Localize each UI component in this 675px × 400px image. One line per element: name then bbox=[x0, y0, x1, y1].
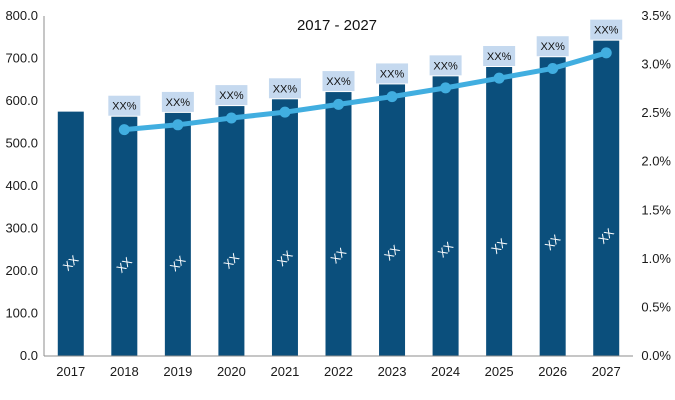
line-data-label: XX% bbox=[273, 83, 298, 95]
line-label-box bbox=[322, 71, 355, 92]
line-point bbox=[118, 124, 130, 136]
bar bbox=[271, 99, 298, 357]
line-label-box bbox=[483, 46, 516, 66]
bars-layer: XX XX XX XX XX XX XX XX XX XX XX bbox=[57, 40, 620, 357]
y-left-tick-label: 800.0 bbox=[5, 8, 38, 23]
line-label-box bbox=[268, 78, 301, 99]
x-tick-label: 2017 bbox=[56, 364, 85, 379]
y-left-tick-label: 600.0 bbox=[5, 93, 38, 108]
y-left-tick-label: 300.0 bbox=[5, 221, 38, 236]
y-left-tick-label: 400.0 bbox=[5, 178, 38, 193]
line-data-label: XX% bbox=[594, 25, 619, 37]
x-tick-label: 2026 bbox=[538, 364, 567, 379]
line-data-label: XX% bbox=[487, 51, 512, 63]
y-right-tick-label: 2.0% bbox=[641, 154, 671, 169]
line-label-box bbox=[108, 95, 141, 116]
y-right-tick-label: 0.0% bbox=[641, 348, 671, 363]
line-label-box bbox=[536, 36, 569, 57]
line-data-label: XX% bbox=[112, 101, 137, 113]
y-left-tick-label: 200.0 bbox=[5, 263, 38, 278]
line-point bbox=[547, 62, 559, 74]
y-right-tick-label: 1.0% bbox=[641, 251, 671, 266]
line-point bbox=[279, 106, 291, 118]
y-left-tick-label: 500.0 bbox=[5, 136, 38, 151]
line-point bbox=[172, 119, 184, 131]
bar bbox=[379, 84, 406, 357]
x-tick-label: 2025 bbox=[485, 364, 514, 379]
x-tick-label: 2019 bbox=[163, 364, 192, 379]
y-right-tick-label: 3.5% bbox=[641, 8, 671, 23]
x-tick-label: 2024 bbox=[431, 364, 460, 379]
line-point bbox=[493, 72, 505, 84]
line-label-box bbox=[376, 63, 409, 84]
line-point bbox=[440, 82, 452, 94]
bar bbox=[57, 111, 84, 356]
bar bbox=[325, 92, 352, 356]
line-label-box bbox=[215, 85, 248, 106]
line-data-label: XX% bbox=[540, 41, 565, 53]
line-label-box bbox=[161, 91, 194, 112]
bar bbox=[218, 106, 245, 356]
chart-title: 2017 - 2027 bbox=[297, 17, 377, 34]
line-data-label: XX% bbox=[380, 68, 405, 80]
line-point bbox=[386, 91, 398, 103]
bar bbox=[164, 112, 191, 357]
y-left-tick-label: 700.0 bbox=[5, 51, 38, 66]
line-label-box bbox=[429, 55, 462, 76]
x-tick-label: 2023 bbox=[378, 364, 407, 379]
y-right-tick-label: 0.5% bbox=[641, 299, 671, 314]
y-right-tick-label: 3.0% bbox=[641, 57, 671, 72]
line-point bbox=[333, 98, 344, 110]
line-data-label: XX% bbox=[166, 97, 191, 109]
y-right-tick-label: 1.5% bbox=[641, 202, 671, 217]
line-point bbox=[225, 112, 237, 124]
x-tick-label: 2022 bbox=[324, 364, 353, 379]
growth-line bbox=[121, 50, 609, 133]
axes-layer: 0.0 100.0 200.0 300.0 400.0 500.0 600.0 700.0 80… bbox=[5, 8, 671, 379]
bar bbox=[539, 57, 566, 356]
line-label-box bbox=[590, 19, 623, 40]
bar bbox=[593, 40, 620, 357]
y-left-tick-label: 100.0 bbox=[5, 306, 38, 321]
bar bbox=[432, 76, 459, 356]
line-layer: XX% XX% XX% XX% XX% XX% XX% XX% XX% XX% bbox=[108, 19, 623, 136]
bar bbox=[111, 116, 138, 356]
line-point bbox=[600, 47, 612, 59]
y-left-tick-label: 0.0 bbox=[20, 348, 38, 363]
line-data-label: XX% bbox=[433, 60, 458, 72]
x-tick-label: 2021 bbox=[270, 364, 299, 379]
y-right-tick-label: 2.5% bbox=[641, 105, 671, 120]
x-tick-label: 2018 bbox=[110, 364, 139, 379]
x-tick-label: 2020 bbox=[217, 364, 246, 379]
bar bbox=[486, 67, 513, 356]
line-data-label: XX% bbox=[326, 76, 351, 88]
x-tick-label: 2027 bbox=[592, 364, 621, 379]
line-data-label: XX% bbox=[219, 90, 244, 102]
